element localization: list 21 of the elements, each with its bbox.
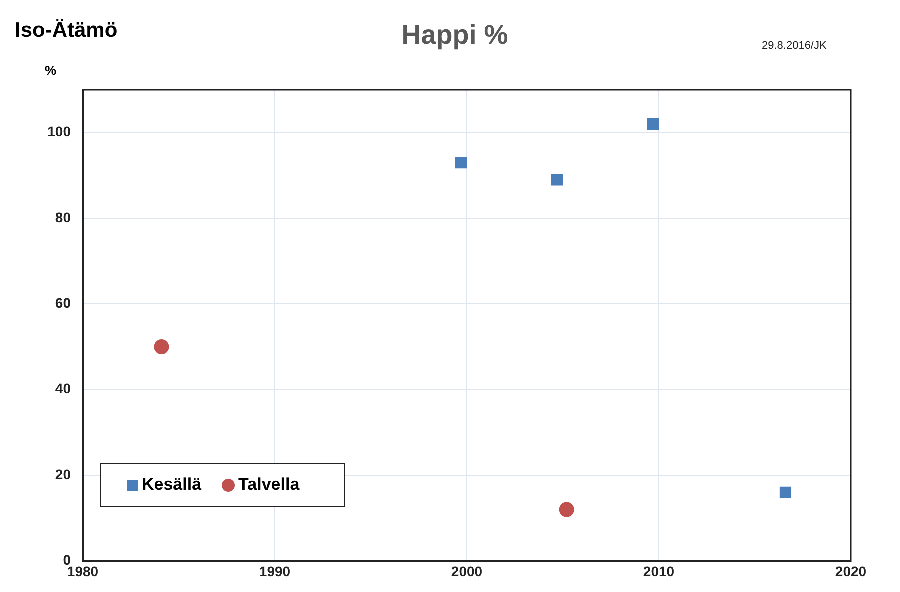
point — [780, 486, 792, 498]
y-tick-label: 40 — [55, 380, 72, 397]
y-tick-label: 60 — [55, 295, 72, 312]
legend-label: Talvella — [238, 475, 300, 495]
chart-subtitle: Iso-Ätämö — [15, 19, 118, 43]
point — [647, 118, 660, 130]
point — [455, 157, 468, 169]
legend-label: Kesällä — [142, 475, 202, 495]
x-tick-label: 2000 — [451, 563, 483, 580]
chart-title: Happi % — [402, 20, 508, 50]
x-tick-label: 2010 — [643, 563, 675, 580]
x-tick-label: 2020 — [835, 563, 867, 580]
point — [154, 340, 170, 355]
y-axis-title: % — [45, 63, 57, 78]
text: 29.8.2016/JK — [762, 40, 827, 52]
y-tick-label: 20 — [55, 466, 72, 482]
y-tick-label: 80 — [55, 209, 72, 226]
point — [559, 502, 574, 518]
point — [551, 174, 564, 186]
x-tick-label: 1990 — [259, 563, 291, 580]
y-tick-label: 100 — [48, 124, 72, 140]
